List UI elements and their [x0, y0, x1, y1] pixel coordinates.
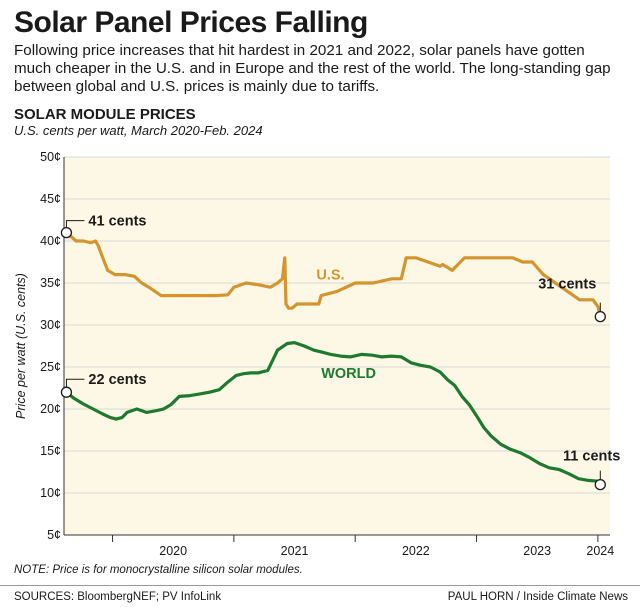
end-marker-us [594, 310, 606, 323]
chart-units: U.S. cents per watt, March 2020-Feb. 202… [14, 123, 263, 138]
series [64, 231, 602, 487]
x-tick-label: 2021 [281, 544, 309, 558]
plot-background [64, 157, 610, 535]
callout-world-start-leader [65, 378, 85, 388]
y-tick-label: 45¢ [40, 192, 61, 206]
y-tick-label: 40¢ [40, 234, 61, 248]
x-tick-label: 2020 [159, 544, 187, 558]
callout-us-start-leader [65, 220, 85, 228]
x-tick-label: 2023 [523, 544, 551, 558]
chart-intro: Following price increases that hit harde… [14, 42, 611, 95]
y-tick-label: 25¢ [40, 360, 61, 374]
y-tick-label: 35¢ [40, 276, 61, 290]
y-tick-label: 50¢ [40, 150, 61, 164]
series-line-world [64, 341, 602, 487]
y-tick-label: 5¢ [47, 528, 61, 542]
x-tick-label: 2022 [402, 544, 430, 558]
series-line-us [64, 231, 602, 319]
callout-us-end: 31 cents [538, 277, 596, 293]
callout-world-end: 11 cents [563, 449, 620, 465]
series-label-us: U.S. [316, 268, 344, 284]
chart-title: Solar Panel Prices Falling [14, 6, 368, 39]
annotations: 41 cents 22 cents 31 cents 11 cents U.S. WORL… [60, 214, 620, 491]
x-tick-label: 2024 [586, 544, 614, 558]
end-marker-world [594, 478, 606, 491]
chart-section-title: SOLAR MODULE PRICES [14, 106, 196, 123]
start-marker-world [60, 386, 73, 398]
credit: PAUL HORN / Inside Climate News [447, 591, 628, 603]
footer-divider [0, 585, 640, 586]
callout-us-start: 41 cents [88, 214, 146, 230]
y-tick-label: 20¢ [40, 402, 61, 416]
footnote: NOTE: Price is for monocrystalline silic… [14, 564, 303, 576]
y-tick-label: 15¢ [40, 444, 61, 458]
start-marker-us [60, 226, 73, 239]
grid [64, 156, 610, 494]
series-label-world: WORLD [321, 366, 376, 382]
y-tick-label: 10¢ [40, 486, 61, 500]
callout-world-start: 22 cents [88, 372, 146, 388]
axes: 5¢ 10¢ 15¢ 20¢ 25¢ 30¢ 35¢ 40¢ 45¢ 50¢ 2020 2021 202… [14, 150, 614, 558]
y-tick-label: 30¢ [40, 318, 61, 332]
y-axis-label: Price per watt (U.S. cents) [14, 273, 28, 419]
plot-area [64, 157, 610, 535]
sources: SOURCES: BloombergNEF; PV InfoLink [14, 591, 222, 603]
